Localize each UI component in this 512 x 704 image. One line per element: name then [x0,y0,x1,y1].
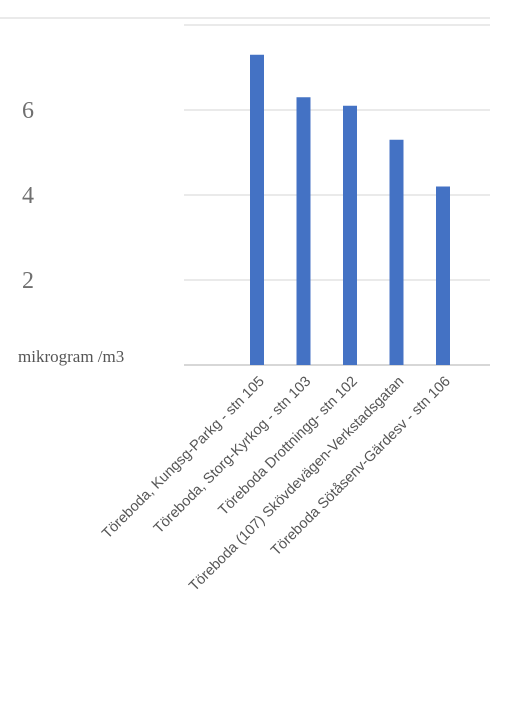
bar [250,54,264,365]
y-tick-label: 4 [22,183,34,209]
gridlines [0,17,490,366]
y-tick-label: 2 [22,268,34,294]
y-axis-unit-label: mikrogram /m3 [18,347,124,366]
bars [250,54,450,365]
bar [296,97,311,365]
y-tick-labels: 2 4 6 [22,98,34,294]
bar [389,139,404,365]
y-tick-label: 6 [22,98,34,124]
category-label: Töreboda, Kungsg-Parkg - stn 105 [99,374,268,543]
category-label: Töreboda (107) Skövdevägen-Verkstadsgata… [186,374,407,595]
category-labels: Töreboda, Kungsg-Parkg - stn 105Töreboda… [99,374,454,595]
bar [343,105,357,365]
bar [436,186,450,365]
